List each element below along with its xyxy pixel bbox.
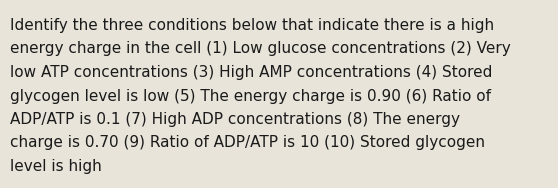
Text: charge is 0.70 (9) Ratio of ADP/ATP is 10 (10) Stored glycogen: charge is 0.70 (9) Ratio of ADP/ATP is 1… bbox=[10, 136, 485, 151]
Text: level is high: level is high bbox=[10, 159, 102, 174]
Text: energy charge in the cell (1) Low glucose concentrations (2) Very: energy charge in the cell (1) Low glucos… bbox=[10, 42, 511, 57]
Text: Identify the three conditions below that indicate there is a high: Identify the three conditions below that… bbox=[10, 18, 494, 33]
Text: ADP/ATP is 0.1 (7) High ADP concentrations (8) The energy: ADP/ATP is 0.1 (7) High ADP concentratio… bbox=[10, 112, 460, 127]
Text: low ATP concentrations (3) High AMP concentrations (4) Stored: low ATP concentrations (3) High AMP conc… bbox=[10, 65, 492, 80]
Text: glycogen level is low (5) The energy charge is 0.90 (6) Ratio of: glycogen level is low (5) The energy cha… bbox=[10, 89, 491, 104]
